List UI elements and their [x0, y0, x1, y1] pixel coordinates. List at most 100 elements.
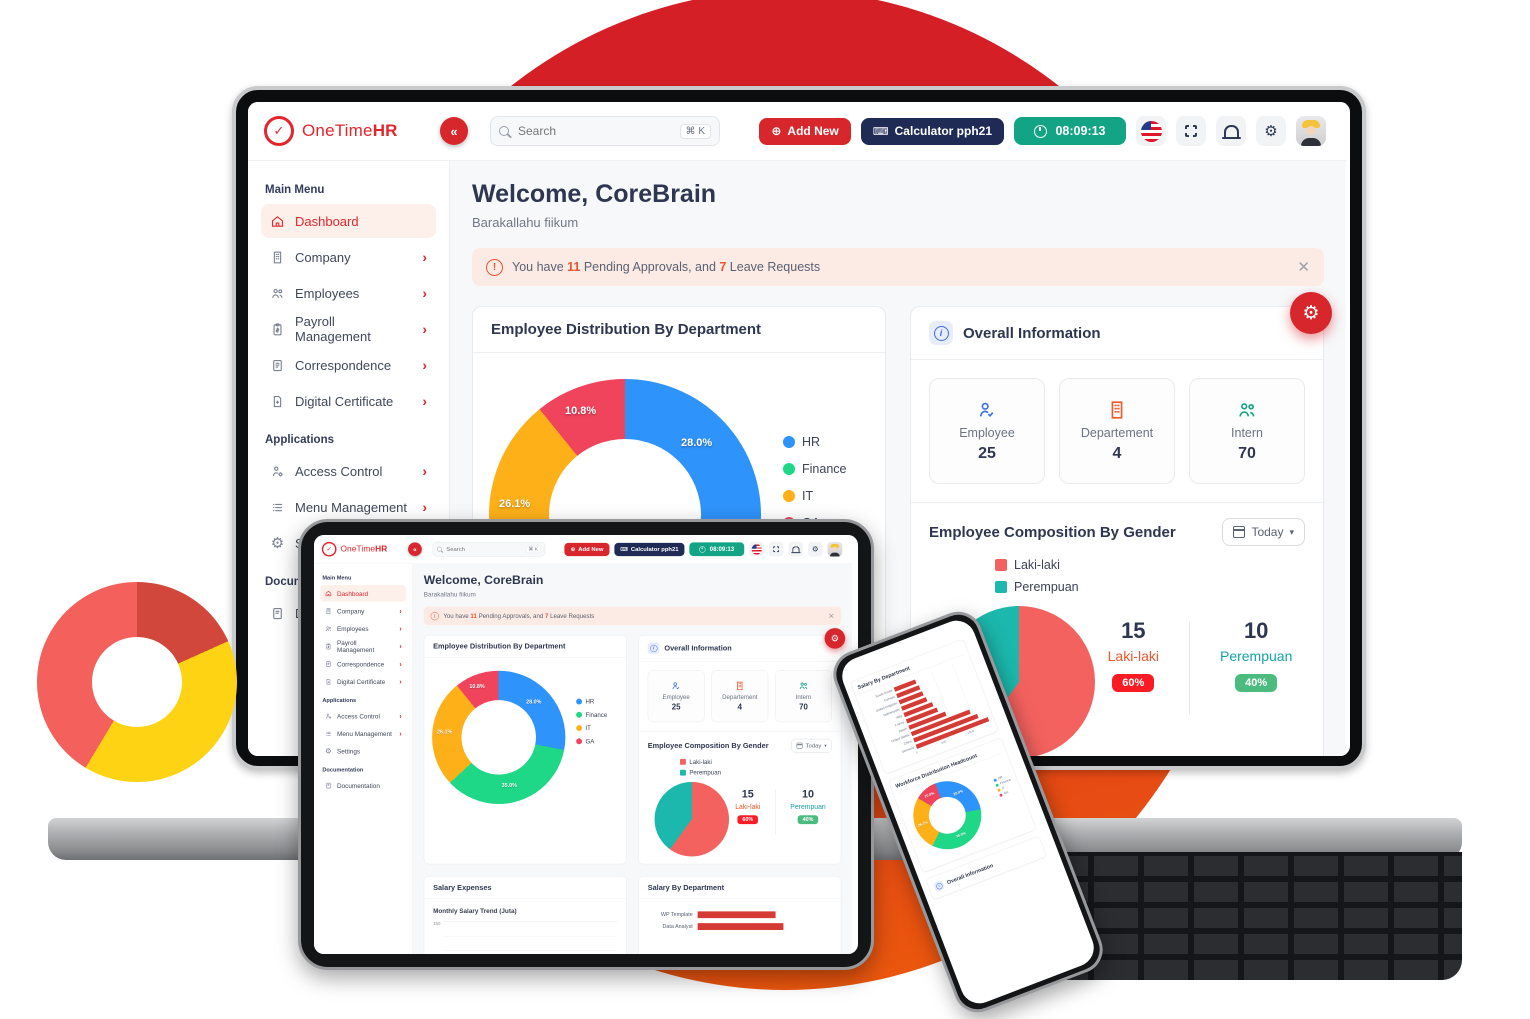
sidebar-collapse-button[interactable]: « [440, 117, 468, 145]
search-box[interactable]: ⌘ K [433, 542, 546, 557]
floating-settings-button[interactable]: ⚙ [825, 628, 846, 649]
chevron-right-icon: › [399, 660, 401, 668]
home-icon [325, 590, 332, 597]
avatar-body [830, 553, 840, 557]
notifications-button[interactable] [1216, 116, 1246, 146]
legend-item: Finance [576, 711, 607, 718]
divider [1189, 622, 1190, 714]
legend-item: Laki-laki [680, 758, 832, 765]
sidebar-item-employees[interactable]: Employees› [320, 620, 406, 637]
male-stat: 15 Laki-laki 60% [735, 788, 760, 824]
sidebar-item-company[interactable]: Company› [320, 603, 406, 620]
search-shortcut-badge: ⌘ K [525, 546, 540, 553]
sidebar-item-access-control[interactable]: Access Control› [261, 454, 436, 488]
donut-legend: HR Finance IT GA [783, 435, 846, 530]
language-flag-button[interactable] [1136, 116, 1166, 146]
clock-logo-icon: ✓ [322, 542, 337, 557]
sidebar-section-applications: Applications [265, 434, 432, 446]
sidebar-item-employees[interactable]: Employees› [261, 276, 436, 310]
department-donut-chart: 28.0% 35.0% 26.1% 10.8% [432, 671, 565, 804]
sidebar-section-main-menu: Main Menu [322, 575, 404, 581]
document-lines-icon [325, 660, 332, 667]
sidebar-item-dashboard[interactable]: Dashboard [261, 204, 436, 238]
legend-item: IT [783, 489, 846, 503]
sidebar-item-settings[interactable]: ⚙ Settings [320, 743, 406, 760]
chevron-right-icon: › [422, 499, 427, 515]
notifications-button[interactable] [788, 542, 803, 557]
donut-label-it: 26.1% [499, 498, 530, 510]
timer-chip[interactable]: 08:09:13 [1014, 117, 1126, 145]
sidebar-item-correspondence[interactable]: Correspondence› [261, 348, 436, 382]
info-icon: i [929, 321, 953, 345]
stopwatch-icon [699, 546, 705, 552]
sidebar-item-correspondence[interactable]: Correspondence› [320, 656, 406, 673]
gender-pie-chart [655, 782, 729, 856]
logo-text: OneTimeHR [340, 544, 387, 554]
close-icon[interactable]: ✕ [828, 611, 834, 620]
info-icon: i [648, 642, 660, 654]
bar-row: Data Analyst [648, 921, 824, 933]
add-new-button[interactable]: ⊕ Add New [759, 118, 850, 145]
certificate-file-icon [325, 678, 332, 685]
gear-icon: ⚙ [325, 747, 332, 756]
add-new-button[interactable]: ⊕ Add New [565, 543, 610, 556]
timer-chip[interactable]: 08:09:13 [689, 542, 744, 556]
info-circle-icon: ! [486, 259, 503, 276]
stat-card-departement: Departement 4 [1059, 378, 1175, 484]
sidebar-item-dashboard[interactable]: Dashboard [320, 585, 406, 602]
calculator-pph21-button[interactable]: ⌨ Calculator pph21 [861, 118, 1004, 145]
tablet-device: ✓ OneTimeHR « ⌘ K ⊕ Add New ⌨ Calculator… [298, 519, 874, 970]
list-icon [325, 730, 332, 737]
sidebar-collapse-button[interactable]: « [408, 542, 422, 556]
list-icon [270, 500, 285, 515]
chevron-right-icon: › [399, 625, 401, 633]
chevron-right-icon: › [399, 678, 401, 686]
sidebar-item-digital-certificate[interactable]: Digital Certificate› [320, 673, 406, 690]
settings-button[interactable]: ⚙ [1256, 116, 1286, 146]
male-stat: 15 Laki-laki 60% [1108, 618, 1159, 692]
close-icon[interactable]: ✕ [1297, 258, 1310, 276]
sidebar-item-payroll-management[interactable]: Payroll Management› [320, 638, 406, 655]
fullscreen-button[interactable] [769, 542, 784, 557]
top-bar-controls: ⌘ K ⊕ Add New ⌨ Calculator pph21 08:09:1… [466, 116, 1346, 146]
bell-icon [1224, 125, 1239, 137]
building-icon [270, 250, 285, 265]
floating-settings-button[interactable]: ⚙ [1290, 292, 1332, 334]
card-title: Employee Distribution By Department [473, 307, 885, 353]
user-avatar[interactable] [828, 542, 843, 557]
stats-row: Employee 25 Departement 4 Intern 70 [639, 661, 841, 731]
page-title: Welcome, CoreBrain [472, 180, 1324, 209]
clipboard-dollar-icon [270, 322, 285, 337]
sidebar-item-access-control[interactable]: Access Control› [320, 707, 406, 724]
fullscreen-button[interactable] [1176, 116, 1206, 146]
settings-button[interactable]: ⚙ [808, 542, 823, 557]
sidebar-item-payroll-management[interactable]: Payroll Management› [261, 312, 436, 346]
sidebar-item-documentation[interactable]: Documentation [320, 777, 406, 794]
logo-text: OneTimeHR [302, 121, 398, 141]
stopwatch-icon [1034, 125, 1047, 138]
page-subtitle: Barakallahu fiikum [424, 590, 841, 597]
chevron-right-icon: › [399, 730, 401, 738]
gender-legend: Laki-laki Perempuan [680, 758, 832, 776]
stat-card-intern: Intern 70 [775, 670, 832, 722]
language-flag-button[interactable] [749, 542, 764, 557]
search-box[interactable]: ⌘ K [490, 116, 720, 146]
sidebar-item-menu-management[interactable]: Menu Management› [320, 725, 406, 742]
pending-approvals-alert: ! You have 11 Pending Approvals, and 7 L… [472, 248, 1324, 286]
search-icon [437, 547, 442, 552]
date-filter-dropdown[interactable]: Today ▾ [791, 739, 831, 753]
stats-row: Employee 25 Departement 4 Intern 70 [911, 360, 1323, 502]
sidebar-item-company[interactable]: Company› [261, 240, 436, 274]
laptop-icon: ⌨ [873, 125, 889, 138]
search-input[interactable] [516, 123, 673, 139]
card-title: Employee Distribution By Department [424, 635, 626, 658]
plus-circle-icon: ⊕ [570, 546, 575, 553]
date-filter-dropdown[interactable]: Today ▾ [1222, 518, 1305, 546]
gear-icon: ⚙ [831, 633, 839, 644]
calculator-pph21-button[interactable]: ⌨ Calculator pph21 [614, 543, 684, 556]
sidebar-item-digital-certificate[interactable]: Digital Certificate› [261, 384, 436, 418]
search-input[interactable] [445, 545, 522, 553]
user-avatar[interactable] [1296, 116, 1326, 146]
donut-label-finance: 35.0% [502, 782, 517, 788]
building-icon [734, 681, 745, 692]
